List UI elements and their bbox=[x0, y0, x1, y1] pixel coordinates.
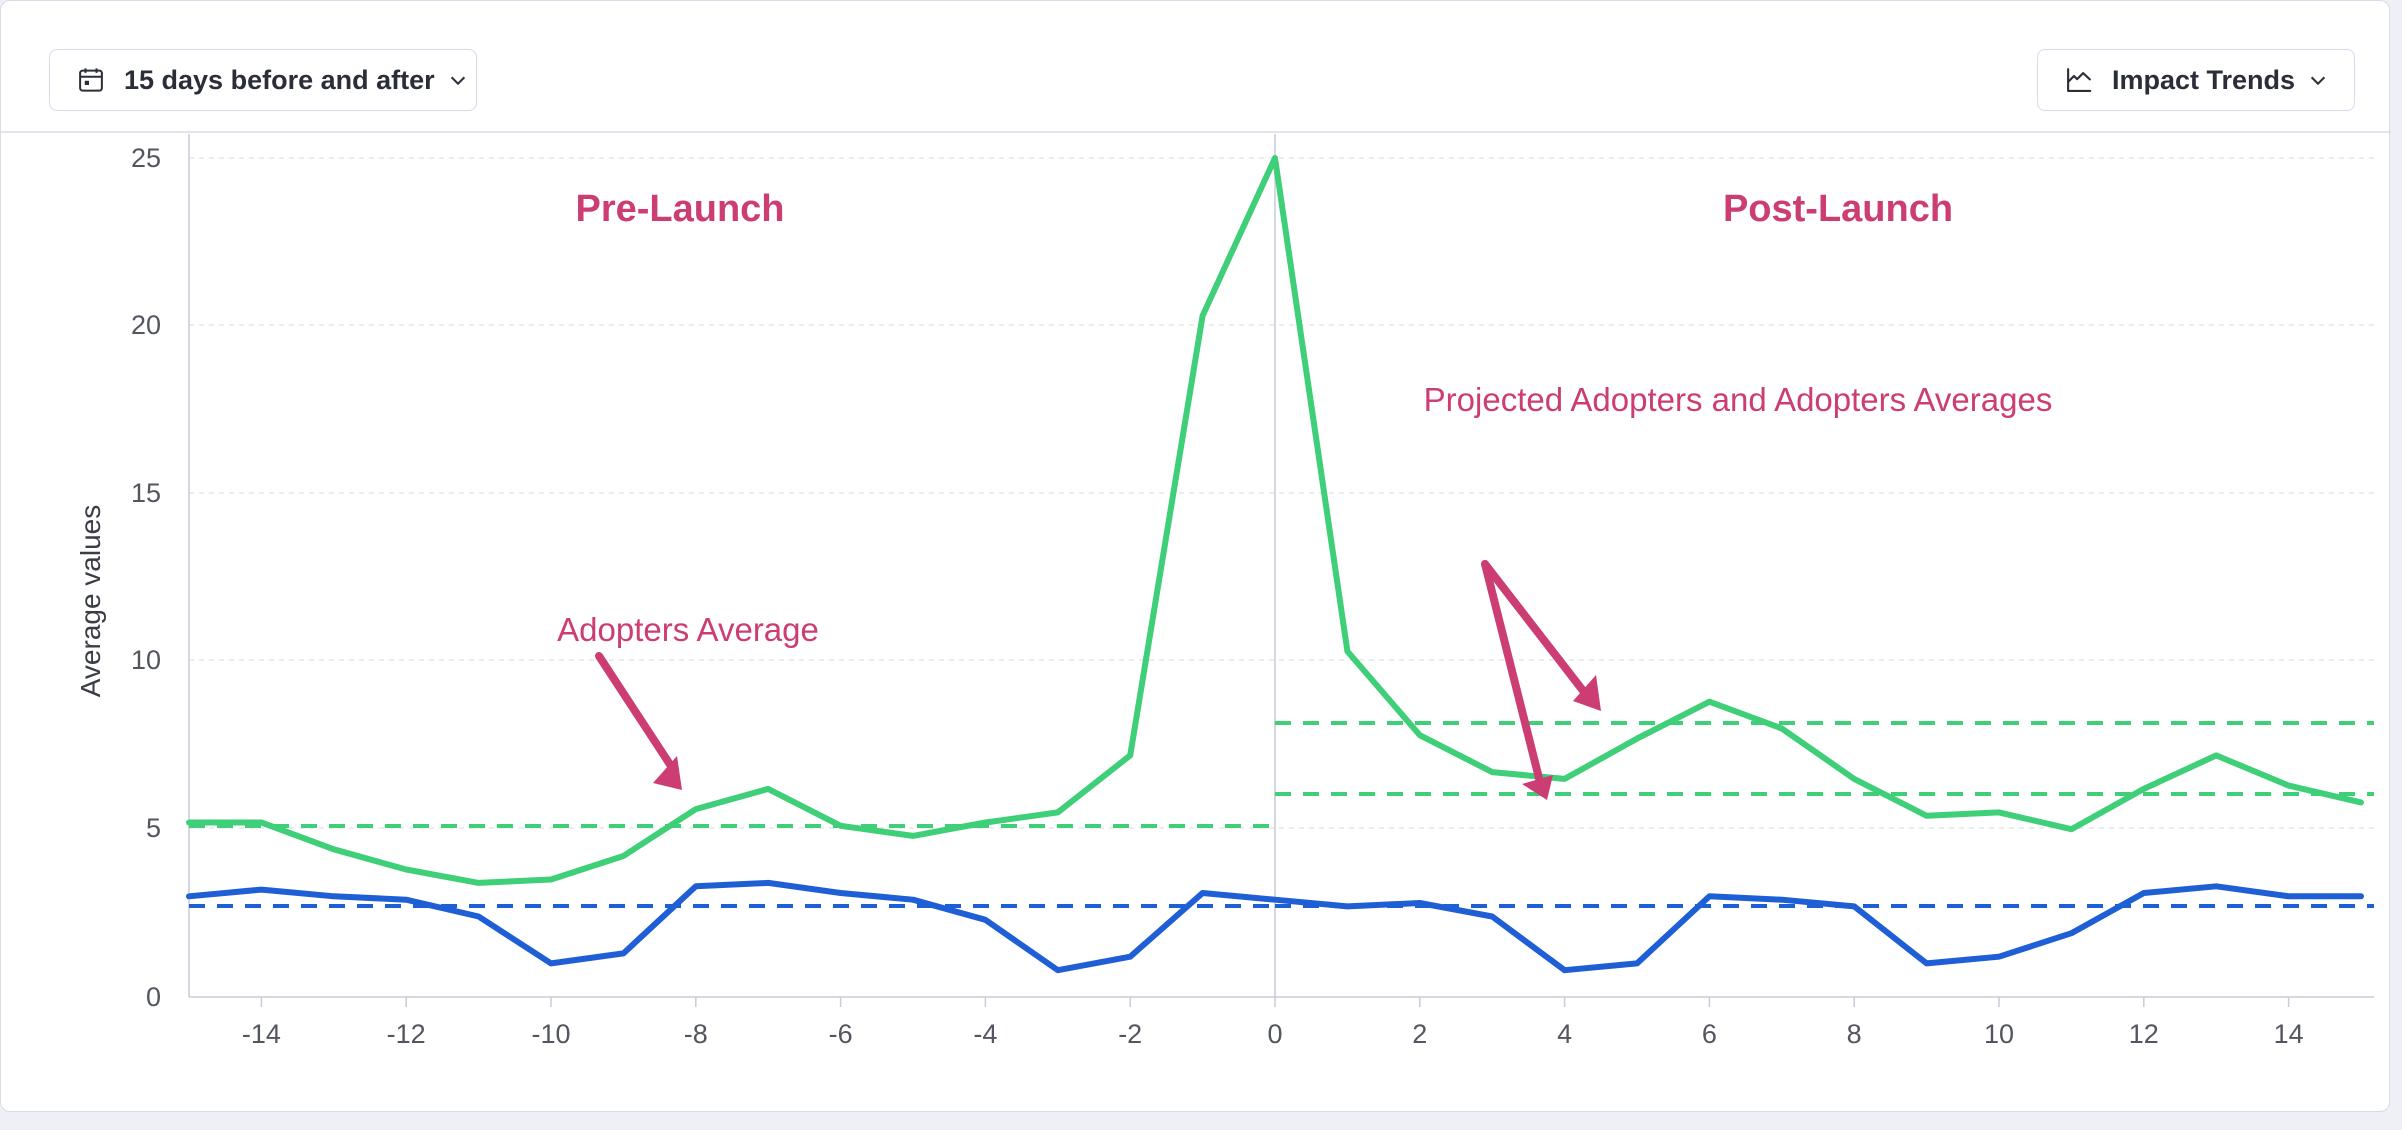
svg-text:12: 12 bbox=[2129, 1019, 2159, 1049]
svg-text:5: 5 bbox=[146, 813, 161, 843]
svg-text:6: 6 bbox=[1702, 1019, 1717, 1049]
svg-text:8: 8 bbox=[1847, 1019, 1862, 1049]
svg-text:2: 2 bbox=[1412, 1019, 1427, 1049]
svg-text:-10: -10 bbox=[531, 1019, 570, 1049]
svg-text:14: 14 bbox=[2274, 1019, 2304, 1049]
svg-text:Pre-Launch: Pre-Launch bbox=[575, 188, 784, 230]
svg-text:25: 25 bbox=[131, 143, 161, 173]
svg-text:20: 20 bbox=[131, 310, 161, 340]
svg-text:15: 15 bbox=[131, 478, 161, 508]
svg-text:-4: -4 bbox=[973, 1019, 997, 1049]
svg-text:Post-Launch: Post-Launch bbox=[1723, 188, 1953, 230]
svg-text:4: 4 bbox=[1557, 1019, 1572, 1049]
svg-text:0: 0 bbox=[1267, 1019, 1282, 1049]
svg-text:-8: -8 bbox=[684, 1019, 708, 1049]
svg-text:10: 10 bbox=[131, 645, 161, 675]
svg-text:10: 10 bbox=[1984, 1019, 2014, 1049]
svg-text:-12: -12 bbox=[387, 1019, 426, 1049]
svg-text:Projected Adopters and Adopter: Projected Adopters and Adopters Averages bbox=[1424, 381, 2053, 418]
svg-text:0: 0 bbox=[146, 982, 161, 1012]
svg-text:Adopters Average: Adopters Average bbox=[557, 611, 819, 648]
svg-text:-6: -6 bbox=[829, 1019, 853, 1049]
svg-text:-2: -2 bbox=[1118, 1019, 1142, 1049]
svg-text:-14: -14 bbox=[242, 1019, 281, 1049]
